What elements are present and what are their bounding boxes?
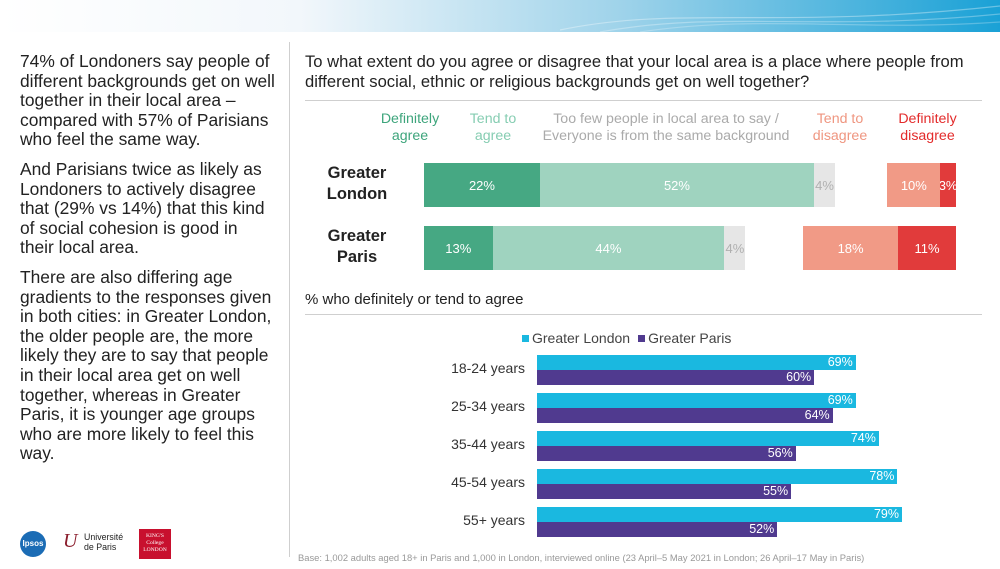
- ipsos-logo: Ipsos: [20, 531, 46, 557]
- bar-value-label: 74%: [850, 431, 876, 445]
- header-too-few-people: Too few people in local area to say / Ev…: [535, 111, 797, 145]
- header-line: disagree: [812, 128, 868, 144]
- bar-greater-paris: 56%: [537, 446, 796, 461]
- header-tend-to-disagree: Tend to disagree: [800, 111, 880, 145]
- row-label-greater-london: Greater London: [310, 163, 404, 205]
- legend-swatch-london: [522, 334, 529, 342]
- summary-paragraph-1: 74% of Londoners say people of different…: [20, 51, 275, 150]
- base-footnote: Base: 1,002 adults aged 18+ in Paris and…: [298, 552, 865, 563]
- row-label-line: London: [326, 185, 388, 203]
- legend-label: Greater Paris: [648, 330, 732, 346]
- bar-segment-tend-to-disagree: 10%: [887, 163, 941, 207]
- bar-greater-paris: 55%: [537, 484, 792, 499]
- header-line: agree: [474, 128, 512, 144]
- bar-greater-london: 69%: [537, 355, 856, 370]
- horizontal-rule: [305, 100, 982, 101]
- bar-segment-definitely-agree: 13%: [424, 226, 493, 270]
- bar-value-label: 56%: [767, 446, 793, 460]
- kings-logo-line-1: KING'S: [145, 533, 165, 539]
- bar-value-label: 60%: [786, 370, 812, 384]
- legend-label: Greater London: [532, 330, 631, 346]
- logo-strip: Ipsos U Université de Paris KING'S Colle…: [20, 527, 190, 561]
- row-label-line: Greater: [327, 164, 387, 182]
- bar-value-label: 69%: [827, 355, 853, 369]
- bar-segment-tend-to-agree: 44%: [492, 226, 725, 270]
- header-line: agree: [391, 128, 429, 144]
- header-line: Definitely: [380, 111, 440, 127]
- legend-swatch-paris: [638, 334, 646, 342]
- kings-logo-line-2: College: [146, 540, 164, 546]
- kings-college-london-logo: KING'S College LONDON: [139, 529, 171, 559]
- header-line: Too few people in local area to say /: [553, 111, 779, 127]
- bar-segment-definitely-disagree: 3%: [939, 163, 957, 207]
- bar-segment-definitely-disagree: 11%: [898, 226, 956, 270]
- universite-logo-line-2: de Paris: [84, 542, 117, 552]
- header-definitely-agree: Definitely agree: [365, 111, 455, 145]
- bar-greater-london: 79%: [537, 507, 902, 522]
- age-label: 25-34 years: [451, 398, 525, 414]
- summary-paragraph-3: There are also differing age gradients t…: [20, 266, 272, 464]
- bar-greater-london: 74%: [537, 431, 879, 446]
- bar-greater-london: 69%: [537, 393, 856, 408]
- header-tend-to-agree: Tend to agree: [453, 111, 533, 145]
- bar-value-label: 64%: [804, 408, 830, 422]
- bar-greater-paris: 64%: [537, 408, 833, 423]
- bar-greater-london: 78%: [537, 469, 898, 484]
- survey-question: To what extent do you agree or disagree …: [305, 52, 964, 91]
- bar-segment-definitely-agree: 22%: [424, 163, 540, 207]
- bar-greater-paris: 60%: [537, 370, 815, 385]
- bar-segment-too-few: 4%: [724, 226, 746, 270]
- bar-segment-tend-to-disagree: 18%: [803, 226, 899, 270]
- header-line: Everyone is from the same background: [542, 128, 790, 144]
- bar-value-label: 52%: [749, 522, 775, 536]
- wave-pattern-icon: [559, 5, 1000, 32]
- vertical-divider: [289, 42, 290, 557]
- age-label: 55+ years: [463, 512, 525, 528]
- universite-logo-line-1: Université: [84, 532, 124, 542]
- bar-value-label: 78%: [869, 469, 895, 483]
- header-line: disagree: [900, 128, 955, 144]
- bar-segment-tend-to-agree: 52%: [539, 163, 814, 207]
- summary-paragraph-2: And Parisians twice as likely as Londone…: [20, 158, 265, 258]
- bar-greater-paris: 52%: [537, 522, 778, 537]
- age-label: 18-24 years: [451, 360, 525, 376]
- row-label-greater-paris: Greater Paris: [310, 226, 404, 268]
- header-decoration-band: [0, 0, 1000, 32]
- header-line: Tend to: [816, 111, 864, 127]
- age-chart-legend: Greater London Greater Paris: [522, 330, 731, 346]
- header-line: Tend to: [469, 111, 517, 127]
- bar-segment-too-few: 4%: [813, 163, 836, 207]
- age-label: 45-54 years: [451, 474, 525, 490]
- header-line: Definitely: [898, 111, 957, 127]
- summary-text-panel: 74% of Londoners say people of different…: [20, 51, 275, 474]
- row-label-line: Greater: [327, 227, 387, 245]
- age-label: 35-44 years: [451, 436, 525, 452]
- bar-value-label: 69%: [827, 393, 853, 407]
- kings-logo-line-3: LONDON: [143, 547, 167, 553]
- universite-de-paris-logo-mark: U: [63, 530, 78, 552]
- row-label-line: Paris: [336, 248, 378, 266]
- bar-value-label: 55%: [763, 484, 789, 498]
- legend-item-greater-london: Greater London: [522, 330, 630, 346]
- legend-item-greater-paris: Greater Paris: [638, 330, 731, 346]
- bar-value-label: 79%: [873, 507, 899, 521]
- universite-de-paris-logo-text: Université de Paris: [84, 532, 123, 552]
- age-chart-title: % who definitely or tend to agree: [305, 291, 524, 308]
- header-definitely-disagree: Definitely disagree: [880, 111, 975, 145]
- horizontal-rule: [305, 314, 982, 315]
